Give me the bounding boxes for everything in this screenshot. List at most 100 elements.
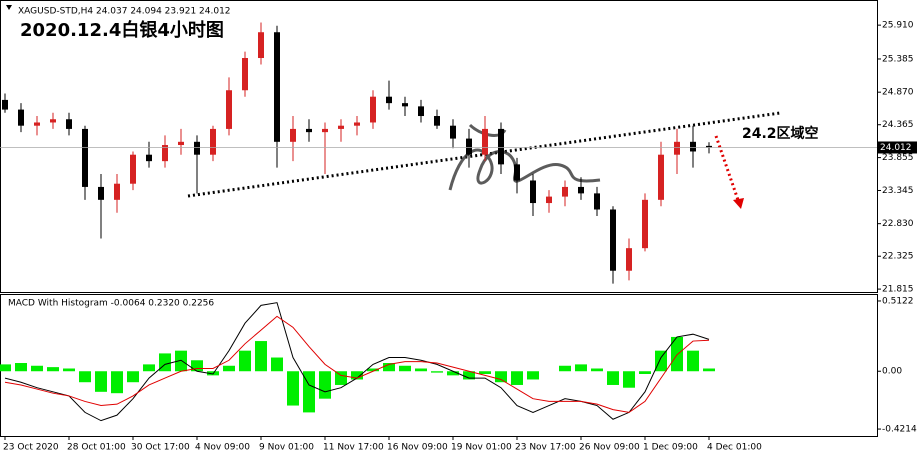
candle-body bbox=[674, 141, 680, 155]
last-price-label: 24.012 bbox=[880, 143, 912, 153]
histogram-bar bbox=[351, 371, 363, 380]
histogram-bar bbox=[303, 371, 315, 413]
histogram-bar bbox=[111, 371, 123, 394]
y-tick-label: 23.345 bbox=[882, 186, 914, 196]
histogram-bar bbox=[415, 368, 427, 372]
histogram-bar bbox=[367, 368, 379, 372]
x-tick-label: 23 Oct 2020 bbox=[3, 443, 59, 453]
arrow-head bbox=[733, 198, 744, 209]
candle-body bbox=[194, 141, 200, 155]
candle-body bbox=[258, 32, 264, 59]
candle-body bbox=[322, 128, 328, 133]
candle-body bbox=[402, 103, 408, 107]
histogram-bar bbox=[255, 341, 267, 372]
candle-body bbox=[514, 164, 520, 181]
histogram-bar bbox=[0, 364, 11, 372]
candle-body bbox=[82, 128, 88, 187]
histogram-bar bbox=[127, 371, 139, 383]
y-tick-label: 0.5122 bbox=[882, 296, 914, 306]
histogram-bar bbox=[655, 350, 667, 372]
histogram-bar bbox=[47, 367, 59, 372]
histogram-bar bbox=[639, 371, 651, 374]
price-pane bbox=[0, 0, 878, 293]
histogram-bar bbox=[575, 364, 587, 372]
histogram-bar bbox=[223, 365, 235, 372]
histogram-bar bbox=[319, 371, 331, 399]
x-tick-label: 1 Dec 09:00 bbox=[643, 443, 698, 453]
histogram-bar bbox=[79, 371, 91, 383]
histogram-bar bbox=[175, 350, 187, 372]
candle-body bbox=[50, 119, 56, 123]
x-tick-label: 23 Nov 17:00 bbox=[515, 443, 576, 453]
candle-body bbox=[386, 96, 392, 104]
candle-body bbox=[658, 154, 664, 200]
candle-body bbox=[466, 138, 472, 155]
y-tick-label: 22.830 bbox=[882, 219, 914, 229]
histogram-bar bbox=[447, 371, 459, 376]
candle-body bbox=[114, 183, 120, 200]
y-tick-label: -0.4214 bbox=[882, 425, 917, 435]
candle-body bbox=[306, 128, 312, 133]
candle-body bbox=[146, 154, 152, 162]
macd-line bbox=[4, 315, 710, 413]
histogram-bar bbox=[495, 371, 507, 383]
macd-label: MACD With Histogram -0.0064 0.2320 0.225… bbox=[8, 299, 214, 309]
menu-arrow bbox=[6, 5, 12, 10]
x-tick-label: 26 Nov 09:00 bbox=[579, 443, 640, 453]
arrow-line bbox=[714, 135, 740, 201]
x-tick-label: 9 Nov 01:00 bbox=[259, 443, 314, 453]
histogram-bar bbox=[703, 368, 715, 372]
histogram-bar bbox=[479, 371, 491, 374]
x-tick-label: 30 Oct 17:00 bbox=[131, 443, 190, 453]
last-price-box bbox=[877, 141, 917, 154]
histogram-bar bbox=[63, 368, 75, 372]
x-tick-label: 4 Nov 09:00 bbox=[195, 443, 250, 453]
y-tick-label: 25.385 bbox=[882, 54, 914, 64]
candle-body bbox=[242, 58, 248, 91]
candle-body bbox=[610, 209, 616, 271]
histogram-bar bbox=[511, 371, 523, 385]
chart-header: XAGUSD-STD,H4 24.037 24.094 23.921 24.01… bbox=[18, 7, 231, 17]
histogram-bar bbox=[191, 360, 203, 372]
candle-body bbox=[162, 145, 168, 162]
candle-body bbox=[450, 125, 456, 139]
candle-body bbox=[530, 180, 536, 204]
candle-body bbox=[178, 141, 184, 146]
candle-body bbox=[18, 109, 24, 126]
histogram-bar bbox=[383, 363, 395, 372]
candle-body bbox=[98, 186, 104, 200]
histogram-bar bbox=[527, 371, 539, 380]
candle-body bbox=[130, 154, 136, 184]
signature bbox=[448, 123, 601, 191]
histogram-bar bbox=[687, 350, 699, 372]
chart-title: 2020.12.4白银4小时图 bbox=[20, 19, 224, 41]
x-tick-label: 28 Oct 01:00 bbox=[67, 443, 126, 453]
candle-body bbox=[546, 196, 552, 204]
y-tick-label: 22.325 bbox=[882, 252, 914, 262]
candle-body bbox=[226, 90, 232, 129]
histogram-bar bbox=[559, 365, 571, 372]
y-tick-label: 24.870 bbox=[882, 88, 914, 98]
histogram-bar bbox=[143, 364, 155, 372]
histogram-bar bbox=[239, 350, 251, 372]
x-tick-label: 16 Nov 09:00 bbox=[387, 443, 448, 453]
candle-body bbox=[626, 248, 632, 271]
histogram-bar bbox=[399, 365, 411, 372]
histogram-bar bbox=[31, 365, 43, 372]
y-tick-label: 25.910 bbox=[882, 21, 914, 31]
candle-body bbox=[482, 128, 488, 155]
histogram-bar bbox=[431, 371, 443, 373]
candle-body bbox=[274, 32, 280, 142]
candle-body bbox=[642, 199, 648, 249]
y-tick-label: 23.855 bbox=[882, 153, 914, 163]
histogram-bar bbox=[463, 371, 475, 380]
candle-body bbox=[418, 106, 424, 117]
candle-body bbox=[354, 122, 360, 126]
histogram-bar bbox=[287, 371, 299, 406]
candle-body bbox=[498, 128, 504, 165]
macd-line bbox=[4, 302, 710, 422]
candle-body bbox=[578, 186, 584, 194]
candle-body bbox=[210, 128, 216, 155]
candle-body bbox=[706, 145, 712, 148]
